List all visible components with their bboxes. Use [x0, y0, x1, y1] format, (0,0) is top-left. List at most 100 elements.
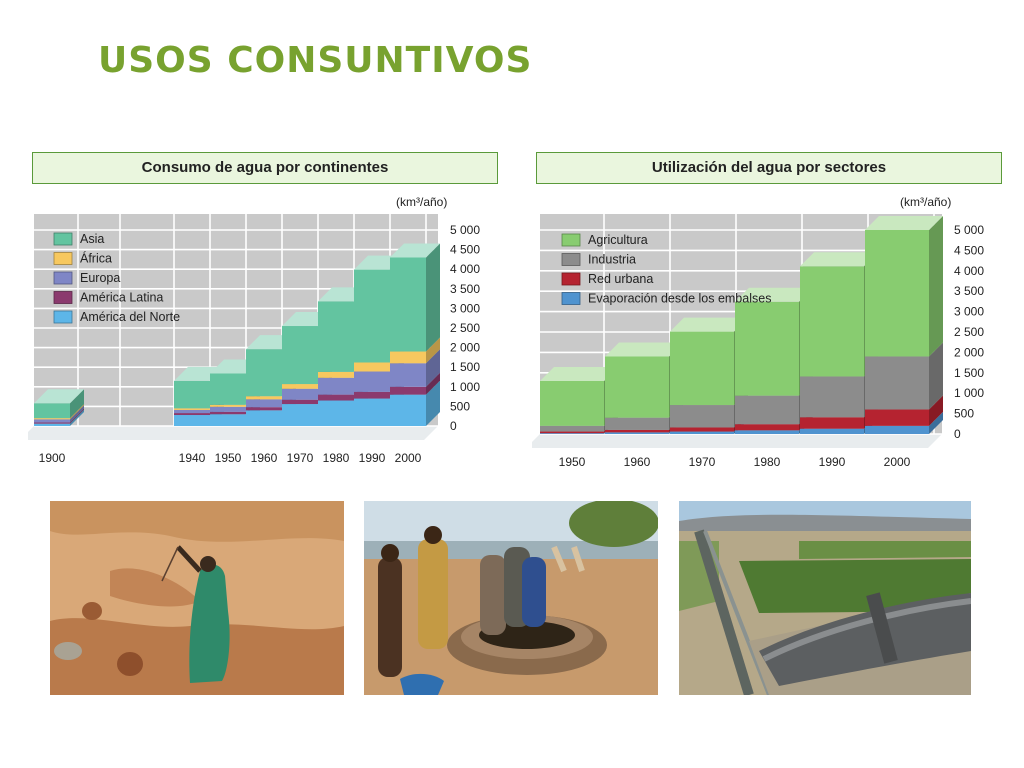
x-tick-label: 1970	[689, 455, 716, 469]
legend-swatch	[53, 291, 73, 304]
bar-segment-1990-europa	[354, 371, 390, 392]
bar-segment-2000-red-urbana	[865, 409, 929, 426]
y-tick-label: 4 500	[450, 243, 480, 257]
bar-side	[426, 243, 440, 352]
bar-segment-1980-red-urbana	[735, 424, 799, 431]
bar-segment-1900-europa	[34, 419, 70, 423]
legend-label: Agricultura	[588, 233, 648, 247]
photo-village-well	[364, 501, 658, 695]
bar-side	[70, 409, 84, 426]
x-tick-label: 2000	[884, 455, 911, 469]
legend-swatch	[53, 271, 73, 285]
legend-label: Red urbana	[588, 272, 653, 286]
legend-swatch	[561, 272, 581, 286]
y-tick-label: 0	[450, 419, 457, 433]
bar-segment-1980-américa-del-norte	[318, 400, 354, 426]
bar-segment-1950-industria	[540, 425, 604, 432]
y-tick-label: 500	[450, 399, 470, 413]
bar-segment-1990-asia	[354, 269, 390, 363]
bar-segment-1960-industria	[605, 417, 669, 430]
bar-side	[70, 404, 84, 420]
bar-top	[865, 216, 943, 230]
bar-top	[34, 389, 84, 404]
plot-floor	[532, 434, 942, 448]
bar-segment-1950-red-urbana	[540, 431, 604, 434]
chart-consumo-continentes: 5 000 4 500 4 000 3 500 3 000 2 500 2 000 1 500…	[28, 195, 480, 465]
bar-top	[390, 243, 440, 258]
bar-segment-1970-asia	[282, 326, 318, 385]
y-tick-label: 1 500	[450, 360, 480, 374]
y-tick-label: 5 000	[450, 223, 480, 237]
x-tick-label: 1950	[559, 455, 586, 469]
bar-side	[426, 372, 440, 395]
bar-segment-1980-evaporación-desde-los-embalses	[735, 430, 799, 434]
x-tick-label: 1970	[287, 451, 314, 465]
unit-label: (km³/año)	[900, 195, 951, 209]
y-tick-label: 1 000	[954, 386, 984, 400]
legend-swatch	[561, 292, 581, 305]
bar-side	[929, 342, 943, 410]
bar-segment-1990-industria	[800, 376, 864, 418]
legend-label: América Latina	[80, 291, 163, 305]
bar-side	[70, 408, 84, 424]
legend-swatch	[561, 253, 581, 266]
bar-segment-1980-asia	[318, 301, 354, 372]
x-tick-label: 1960	[624, 455, 651, 469]
bar-segment-1900-áfrica	[34, 418, 70, 420]
legend-label: Industria	[588, 253, 636, 267]
y-tick-label: 4 000	[954, 264, 984, 278]
legend-swatch	[561, 233, 581, 247]
bar-segment-1950-áfrica	[210, 404, 246, 407]
bar-segment-1960-evaporación-desde-los-embalses	[605, 432, 669, 434]
bar-segment-2000-industria	[865, 356, 929, 410]
bar-segment-1980-américa-latina	[318, 394, 354, 401]
bar-segment-1960-europa	[246, 399, 282, 408]
bar-segment-1950-américa-latina	[210, 411, 246, 415]
legend-label: Asia	[80, 232, 104, 246]
y-tick-label: 2 000	[450, 341, 480, 355]
y-tick-label: 3 000	[450, 301, 480, 315]
bar-segment-1960-asia	[246, 349, 282, 397]
bar-segment-1970-agricultura	[670, 331, 734, 406]
bar-segment-1950-agricultura	[540, 380, 604, 426]
bar-top	[605, 342, 683, 357]
legend-swatch	[53, 252, 73, 265]
bar-segment-1960-américa-del-norte	[246, 410, 282, 426]
bar-top	[800, 252, 878, 267]
y-tick-label: 3 500	[954, 284, 984, 298]
legend-label: Europa	[80, 271, 120, 285]
bar-segment-1940-américa-latina	[174, 413, 210, 416]
bar-segment-1940-asia	[174, 380, 210, 409]
bar-segment-1900-américa-latina	[34, 422, 70, 424]
bar-segment-1940-américa-del-norte	[174, 415, 210, 426]
bar-side	[929, 411, 943, 434]
legend-label: Evaporación desde los embalses	[588, 292, 771, 306]
bar-segment-1970-áfrica	[282, 384, 318, 389]
bar-segment-1960-américa-latina	[246, 407, 282, 411]
plot-floor	[28, 426, 438, 440]
x-tick-label: 1900	[39, 451, 66, 465]
bar-segment-1980-agricultura	[735, 301, 799, 396]
bar-segment-1980-europa	[318, 377, 354, 395]
y-tick-label: 2 000	[954, 345, 984, 359]
x-tick-label: 1990	[819, 455, 846, 469]
y-tick-label: 3 500	[450, 282, 480, 296]
x-tick-label: 1950	[215, 451, 242, 465]
y-tick-label: 4 000	[450, 262, 480, 276]
bar-top	[540, 366, 618, 381]
y-tick-label: 5 000	[954, 223, 984, 237]
bar-segment-1950-américa-del-norte	[210, 414, 246, 426]
legend-label: África	[80, 251, 112, 266]
bar-segment-1960-red-urbana	[605, 429, 669, 433]
bar-side	[929, 395, 943, 426]
bar-segment-1990-evaporación-desde-los-embalses	[800, 428, 864, 434]
bar-segment-1970-américa-latina	[282, 399, 318, 405]
bar-segment-1990-agricultura	[800, 266, 864, 377]
x-tick-label: 1990	[359, 451, 386, 465]
page-title: USOS CONSUNTIVOS	[98, 40, 533, 81]
y-tick-label: 2 500	[954, 325, 984, 339]
x-tick-label: 1980	[323, 451, 350, 465]
bar-segment-1970-industria	[670, 405, 734, 428]
y-tick-label: 0	[954, 427, 961, 441]
bar-segment-1960-agricultura	[605, 356, 669, 418]
